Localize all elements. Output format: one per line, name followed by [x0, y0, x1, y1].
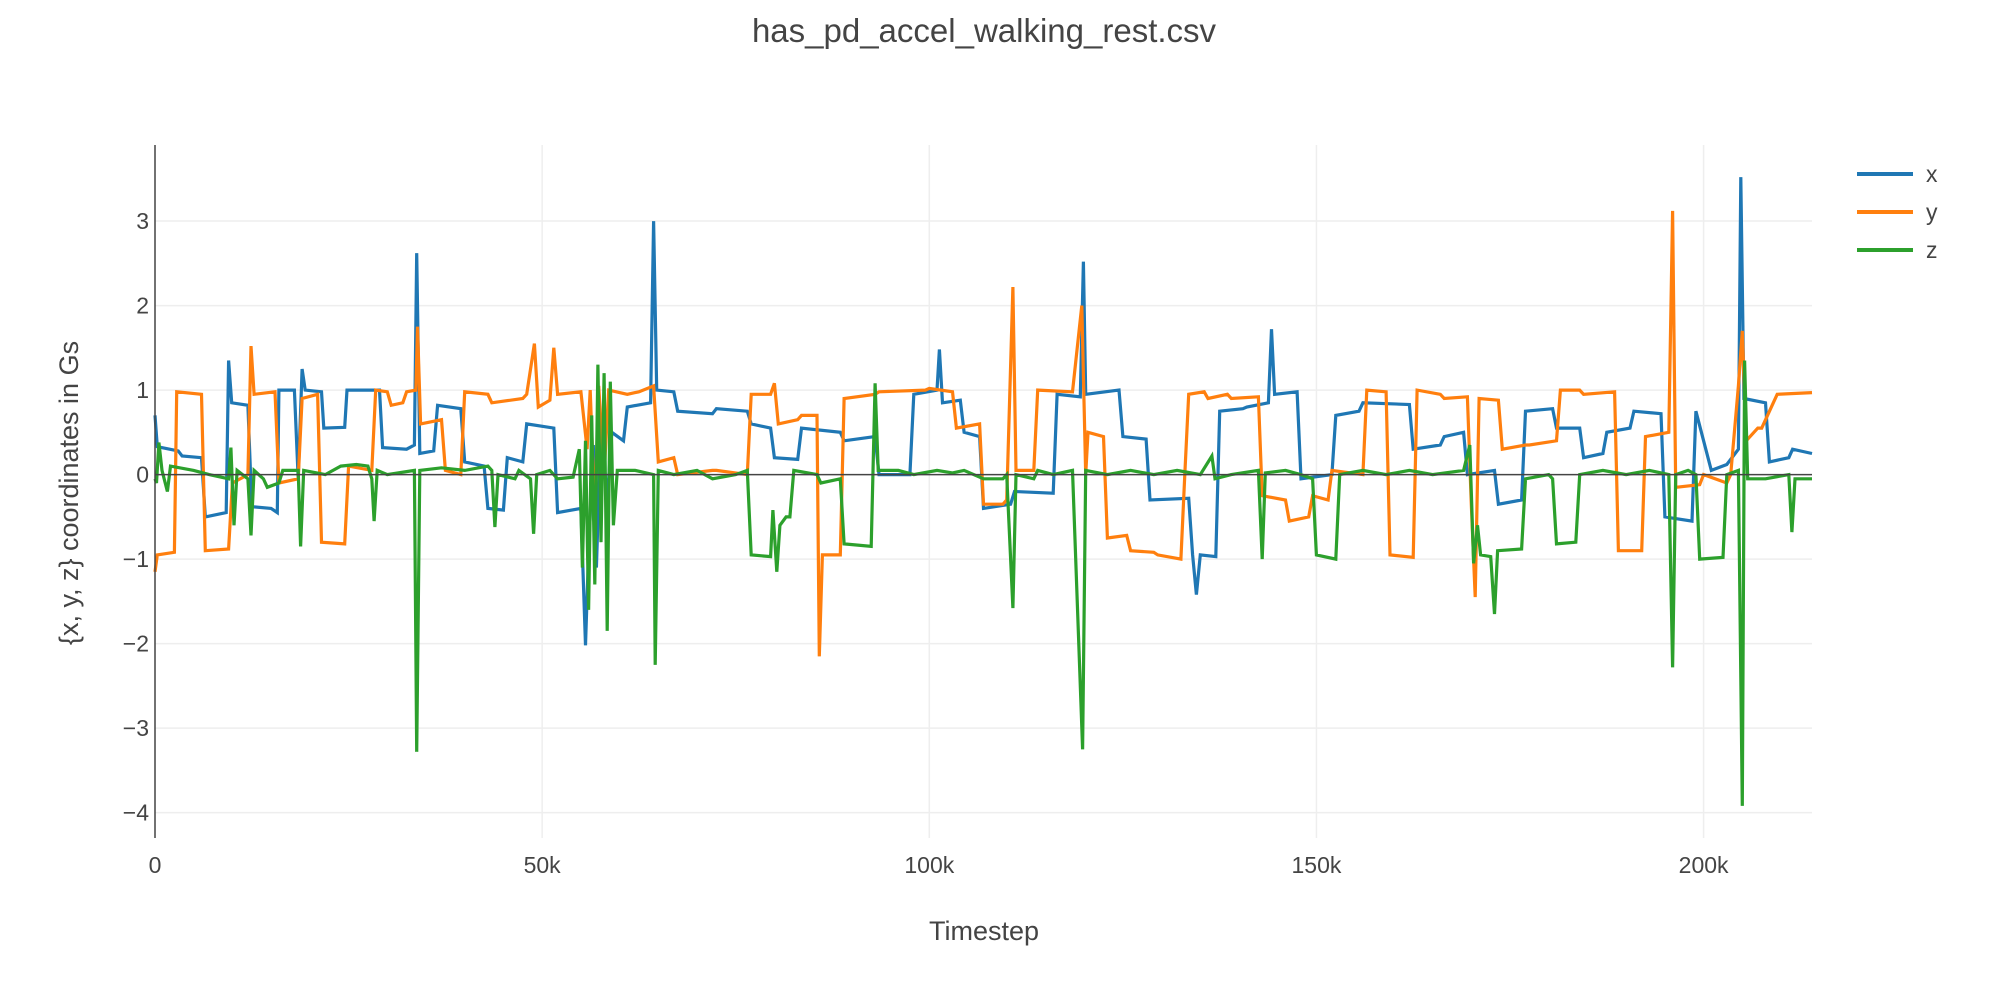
- series-line-x: [153, 177, 1813, 646]
- legend[interactable]: xyz: [1857, 161, 1938, 263]
- y-axis-title: {x, y, z} coordinates in Gs: [54, 341, 84, 645]
- grid: [155, 145, 1812, 838]
- legend-label: x: [1926, 161, 1938, 187]
- y-tick-label: −3: [123, 715, 149, 741]
- y-tick-label: 2: [136, 293, 149, 319]
- y-tick-label: −4: [123, 800, 149, 826]
- legend-label: y: [1926, 199, 1938, 225]
- y-tick-label: 0: [136, 462, 149, 488]
- axes: −4 −3 −2 −1 0 1 2 3 0 50k 100k 150k 200k: [123, 145, 1812, 878]
- legend-item-y[interactable]: y: [1857, 199, 1938, 225]
- x-axis-title: Timestep: [929, 916, 1039, 946]
- y-tick-label: 3: [136, 208, 149, 234]
- x-tick-label: 150k: [1292, 852, 1342, 878]
- series-layer: [153, 177, 1813, 806]
- y-tick-label: 1: [136, 377, 149, 403]
- legend-item-x[interactable]: x: [1857, 161, 1938, 187]
- y-tick-label: −2: [123, 631, 149, 657]
- x-tick-label: 50k: [524, 852, 562, 878]
- series-line-z: [153, 360, 1812, 806]
- x-tick-label: 100k: [904, 852, 954, 878]
- legend-item-z[interactable]: z: [1857, 237, 1938, 263]
- x-tick-label: 200k: [1679, 852, 1729, 878]
- x-tick-label: 0: [149, 852, 162, 878]
- y-tick-label: −1: [123, 546, 149, 572]
- series-line-y: [153, 210, 1813, 657]
- legend-label: z: [1926, 237, 1938, 263]
- chart-title: has_pd_accel_walking_rest.csv: [752, 12, 1217, 49]
